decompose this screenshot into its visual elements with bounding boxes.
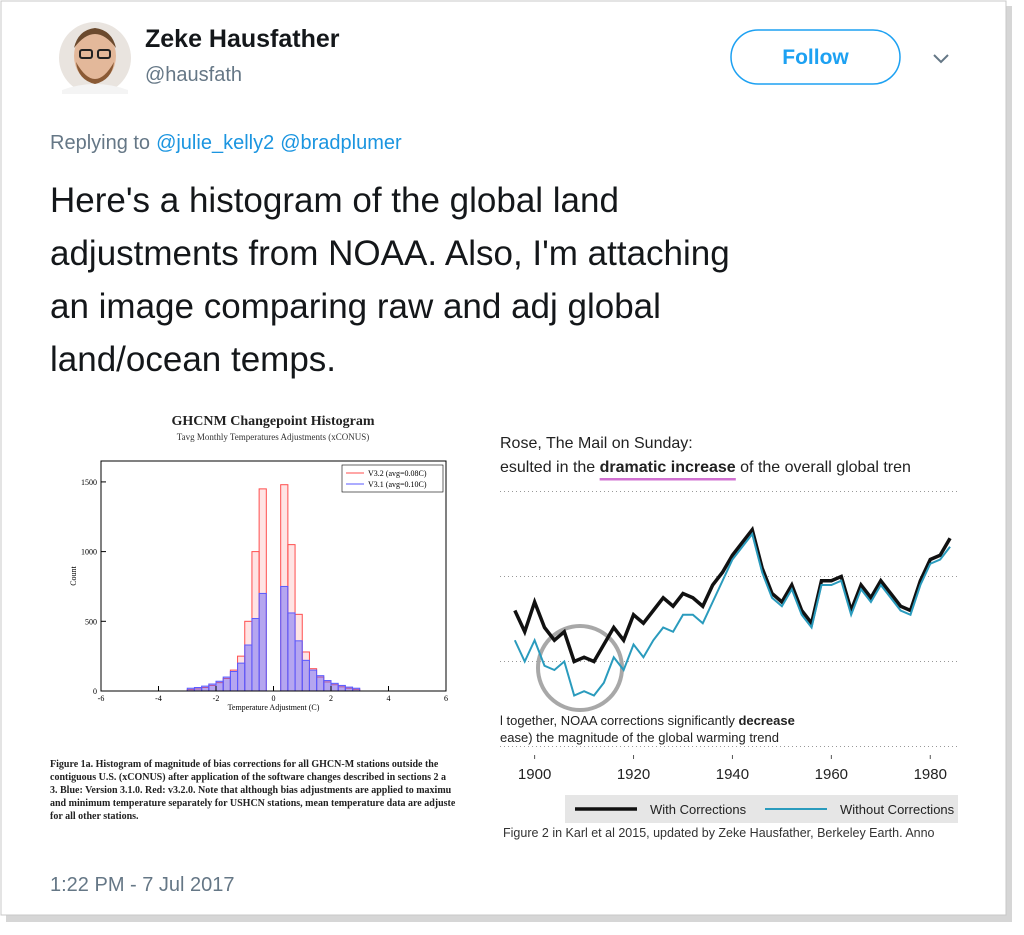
more-chevron[interactable] — [933, 54, 949, 64]
x-tick-label: 6 — [444, 694, 448, 703]
legend-box — [341, 464, 444, 493]
data-line — [513, 525, 952, 664]
tweet-text-line: land/ocean temps. — [50, 340, 336, 379]
figure-caption: 3. Blue: Version 3.1.0. Red: v3.2.0. Not… — [50, 785, 452, 796]
x-tick-label: -6 — [98, 694, 105, 703]
histogram-bar — [208, 683, 217, 692]
figure-caption: Figure 1a. Histogram of magnitude of bia… — [50, 759, 439, 770]
x-tick-label: -2 — [213, 694, 220, 703]
footer-part: decrease — [738, 713, 794, 728]
histogram-bar — [215, 680, 224, 692]
histogram-bar — [308, 669, 318, 692]
histogram-image: GHCNM Changepoint Histogram Tavg Monthly … — [50, 400, 505, 840]
y-axis-label: Count — [69, 565, 78, 585]
figure-caption: for all other stations. — [50, 811, 139, 822]
x-tick-label: 0 — [272, 694, 276, 703]
histogram-bar — [344, 686, 354, 692]
follow-button[interactable] — [730, 29, 901, 85]
figure-caption: Figure 2 in Karl et al 2015, updated by … — [503, 826, 935, 840]
mention[interactable]: @julie_kelly2 — [156, 132, 274, 154]
headline-part: dramatic increase — [600, 459, 736, 476]
chart-subtitle: Tavg Monthly Temperatures Adjustments (x… — [177, 432, 370, 442]
histogram-bar — [294, 640, 303, 692]
y-tick-label: 1000 — [81, 548, 97, 557]
replying-label: Replying to — [50, 132, 150, 154]
y-tick-label: 500 — [85, 617, 97, 626]
histogram-bar — [316, 675, 325, 692]
x-axis-label: Temperature Adjustment (C) — [228, 703, 320, 712]
user-name[interactable]: Zeke Hausfather — [145, 25, 340, 53]
histogram-bar — [287, 612, 296, 692]
histogram-bar — [301, 659, 310, 692]
replying-to: Replying to @julie_kelly2 @bradplumer — [50, 132, 402, 154]
histogram-bar — [337, 684, 346, 692]
headline-text: esulted in the dramatic increase of the … — [500, 459, 911, 476]
histogram-bar — [258, 592, 267, 692]
histogram-bar — [201, 685, 210, 692]
histogram-bar — [193, 687, 203, 692]
legend-label: V3.1 (avg=0.10C) — [368, 480, 427, 489]
histogram-bar — [244, 644, 253, 692]
histogram-bar — [330, 682, 339, 692]
tweet-text-line: an image comparing raw and adj global — [50, 287, 661, 326]
tweet-text-line: Here's a histogram of the global land — [50, 181, 619, 220]
follow-label[interactable]: Follow — [782, 46, 849, 69]
mention[interactable]: @bradplumer — [280, 132, 402, 154]
avatar[interactable] — [59, 22, 131, 94]
y-tick-label: 0 — [93, 687, 97, 696]
histogram-bar — [251, 618, 260, 692]
chart-title: GHCNM Changepoint Histogram — [172, 414, 375, 429]
x-tick-label: 1940 — [716, 766, 749, 783]
image-background — [497, 420, 958, 850]
histogram-bar — [280, 585, 289, 692]
x-tick-label: 1960 — [815, 766, 848, 783]
figure-caption: contiguous U.S. (xCONUS) after applicati… — [50, 772, 446, 783]
tweet-text-line: adjustments from NOAA. Also, I'm attachi… — [50, 234, 730, 273]
highlight-underline — [599, 478, 736, 481]
legend-label: With Corrections — [650, 802, 747, 817]
x-tick-label: 4 — [387, 694, 391, 703]
footer-text: ease) the magnitude of the global warmin… — [500, 730, 779, 745]
histogram-bar — [229, 670, 239, 692]
y-tick-label: 1500 — [81, 478, 97, 487]
headline-part: of the overall global tren — [736, 459, 911, 476]
legend-label: Without Corrections — [840, 802, 955, 817]
line-chart-image: Rose, The Mail on Sunday: esulted in the … — [497, 420, 958, 850]
tweet-text: Here's a histogram of the global land adj… — [50, 181, 730, 379]
x-tick-label: 1920 — [617, 766, 650, 783]
histogram-bar — [222, 676, 231, 692]
x-tick-label: 2 — [329, 694, 333, 703]
timestamp[interactable]: 1:22 PM - 7 Jul 2017 — [50, 874, 235, 896]
headline-part: esulted in the — [500, 459, 600, 476]
user-handle[interactable]: @hausfath — [145, 64, 242, 86]
x-tick-label: 1980 — [914, 766, 947, 783]
histogram-bar — [323, 680, 332, 692]
legend-label: V3.2 (avg=0.08C) — [368, 469, 427, 478]
header-text: Rose, The Mail on Sunday: — [500, 435, 693, 452]
x-tick-label: -4 — [155, 694, 162, 703]
x-tick-label: 1900 — [518, 766, 551, 783]
figure-caption: and minimum temperature separately for U… — [50, 798, 456, 809]
data-line — [513, 531, 951, 697]
footer-text: l together, NOAA corrections significant… — [500, 713, 795, 728]
footer-part: l together, NOAA corrections significant… — [500, 713, 738, 728]
histogram-bar — [237, 662, 246, 692]
